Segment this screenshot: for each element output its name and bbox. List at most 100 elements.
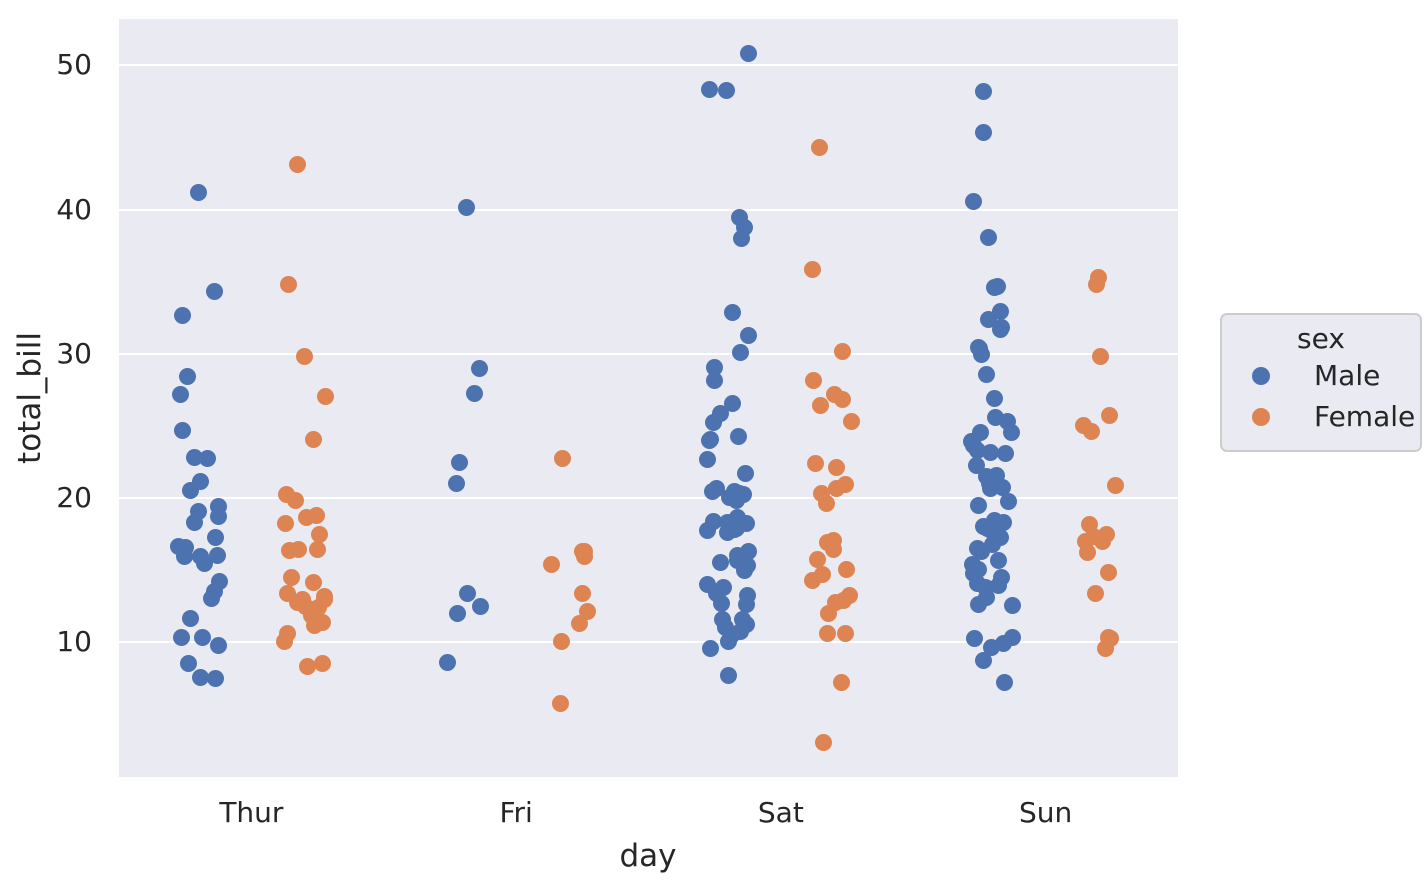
data-point-male-sat — [719, 666, 737, 684]
data-point-female-sun — [1097, 525, 1115, 543]
data-point-male-sat — [701, 640, 719, 658]
data-point-male-thur — [186, 448, 204, 466]
data-point-male-fri — [466, 384, 484, 402]
data-point-male-sun — [990, 551, 1008, 569]
data-point-male-sat — [731, 344, 749, 362]
data-point-male-thur — [171, 385, 189, 403]
data-point-male-sun — [1002, 424, 1020, 442]
data-point-male-sat — [739, 327, 757, 344]
data-point-male-thur — [210, 508, 228, 526]
data-point-male-thur — [206, 583, 224, 601]
data-point-female-thur — [316, 387, 334, 405]
plot-panel — [119, 19, 1178, 777]
y-axis-title: total_bill — [12, 332, 48, 464]
legend-entry-female: Female — [1222, 396, 1420, 437]
data-point-female-thur — [298, 657, 316, 675]
data-point-female-sat — [817, 494, 835, 512]
female-swatch-icon — [1252, 407, 1270, 426]
data-point-female-sat — [833, 673, 851, 691]
data-point-male-sun — [994, 634, 1012, 652]
legend-label-male: Male — [1314, 359, 1381, 392]
data-point-female-sat — [812, 397, 830, 415]
data-point-female-thur — [311, 526, 329, 544]
x-tick-label-fri: Fri — [499, 796, 533, 829]
data-point-male-sat — [713, 610, 731, 628]
data-point-male-sat — [740, 44, 758, 62]
data-point-female-sat — [837, 560, 855, 578]
data-point-female-thur — [308, 507, 326, 525]
data-point-male-sat — [736, 219, 754, 237]
data-point-male-sun — [976, 579, 994, 596]
data-point-male-sat — [720, 632, 738, 650]
data-point-male-thur — [190, 183, 207, 201]
data-point-male-sun — [977, 366, 995, 384]
data-point-female-sat — [836, 624, 854, 642]
data-point-female-sat — [827, 459, 845, 477]
data-point-female-thur — [302, 606, 320, 624]
data-point-female-sat — [843, 413, 861, 431]
x-axis-title: day — [619, 838, 677, 874]
legend-label-female: Female — [1314, 400, 1416, 433]
data-point-male-thur — [198, 449, 216, 467]
data-point-male-thur — [194, 629, 212, 647]
y-tick-label: 20 — [56, 481, 92, 515]
data-point-male-thur — [182, 609, 200, 627]
data-point-male-sat — [723, 394, 741, 412]
data-point-female-sat — [814, 734, 832, 751]
gridline-y-50 — [119, 64, 1178, 67]
data-point-female-fri — [575, 543, 593, 561]
data-point-male-sat — [737, 596, 755, 614]
data-point-female-thur — [313, 655, 331, 673]
data-point-male-sat — [701, 431, 719, 449]
data-point-male-sat — [705, 372, 723, 390]
data-point-male-sun — [971, 423, 989, 441]
data-point-female-thur — [296, 348, 314, 366]
data-point-female-sun — [1092, 347, 1110, 365]
data-point-female-thur — [282, 568, 300, 586]
data-point-female-sat — [804, 261, 822, 279]
data-point-male-sun — [999, 492, 1017, 510]
data-point-male-sat — [699, 576, 717, 594]
data-point-male-thur — [210, 637, 228, 655]
data-point-male-sat — [713, 595, 731, 613]
data-point-male-fri — [458, 584, 476, 602]
data-point-female-sat — [825, 386, 843, 404]
data-point-male-sun — [965, 193, 983, 211]
data-point-female-sat — [825, 531, 843, 549]
data-point-male-fri — [457, 198, 475, 216]
data-point-male-thur — [209, 547, 227, 565]
data-point-female-fri — [554, 449, 571, 467]
y-tick-label: 10 — [56, 625, 92, 659]
data-point-female-thur — [289, 540, 307, 558]
data-point-male-sun — [975, 83, 993, 101]
data-point-female-sat — [809, 550, 827, 568]
data-point-female-thur — [280, 275, 298, 293]
legend-title: sex — [1297, 322, 1345, 355]
data-point-male-sun — [997, 444, 1015, 462]
data-point-male-sun — [988, 278, 1006, 296]
data-point-male-thur — [195, 554, 213, 572]
data-point-male-thur — [172, 629, 190, 647]
data-point-female-thur — [304, 430, 322, 448]
data-point-female-sat — [834, 592, 852, 610]
data-point-male-sat — [726, 521, 744, 539]
data-point-female-fri — [551, 695, 569, 713]
data-point-male-thur — [182, 482, 200, 499]
data-point-male-sat — [701, 80, 719, 98]
data-point-male-sun — [970, 497, 988, 515]
data-point-female-sun — [1080, 516, 1098, 534]
data-point-male-sun — [975, 123, 992, 141]
data-point-male-fri — [439, 654, 457, 672]
data-point-male-sun — [995, 514, 1013, 532]
data-point-female-sun — [1079, 544, 1097, 562]
data-point-male-sun — [968, 540, 986, 558]
data-point-male-sat — [737, 465, 755, 483]
data-point-female-sat — [833, 343, 851, 361]
data-point-male-thur — [192, 669, 210, 687]
x-tick-label-sun: Sun — [1018, 796, 1073, 829]
data-point-male-sun — [979, 228, 997, 246]
data-point-female-sat — [818, 625, 836, 643]
data-point-male-sat — [729, 428, 747, 446]
gridline-y-40 — [119, 208, 1178, 211]
